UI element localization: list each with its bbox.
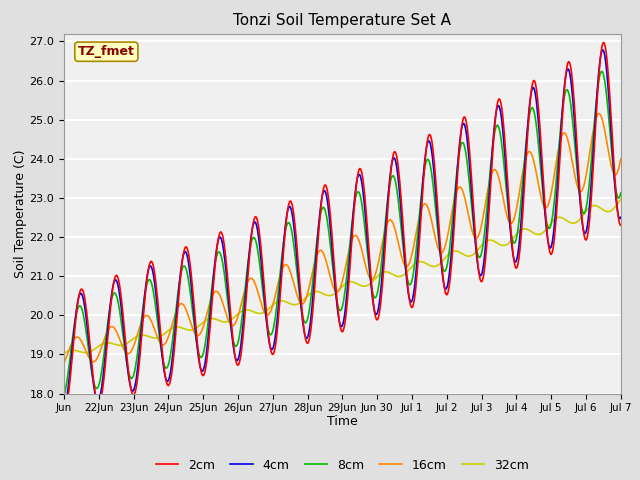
16cm (182, 308, 190, 313)
Y-axis label: Soil Temperature (C): Soil Temperature (C) (13, 149, 27, 278)
32cm (182, 327, 190, 333)
8cm (136, 329, 144, 335)
32cm (69, 348, 77, 353)
8cm (182, 267, 190, 273)
8cm (617, 190, 625, 196)
2cm (600, 40, 607, 46)
16cm (513, 203, 521, 208)
16cm (69, 338, 77, 344)
8cm (60, 392, 68, 398)
4cm (60, 406, 68, 411)
8cm (598, 69, 606, 74)
Line: 16cm: 16cm (64, 114, 621, 363)
Line: 2cm: 2cm (64, 43, 621, 413)
Text: TZ_fmet: TZ_fmet (78, 45, 135, 58)
8cm (460, 143, 468, 148)
2cm (617, 222, 625, 228)
16cm (595, 111, 603, 117)
8cm (530, 108, 538, 113)
32cm (617, 196, 625, 202)
4cm (599, 47, 607, 53)
32cm (530, 230, 538, 236)
32cm (60, 350, 68, 356)
Title: Tonzi Soil Temperature Set A: Tonzi Soil Temperature Set A (234, 13, 451, 28)
16cm (60, 360, 68, 366)
2cm (182, 244, 190, 250)
16cm (530, 158, 538, 164)
2cm (460, 114, 468, 120)
Line: 32cm: 32cm (64, 199, 621, 353)
4cm (460, 121, 468, 127)
2cm (136, 351, 144, 357)
2cm (530, 78, 538, 84)
16cm (617, 156, 625, 162)
8cm (513, 232, 521, 238)
4cm (513, 255, 521, 261)
Line: 8cm: 8cm (64, 72, 621, 395)
32cm (513, 230, 521, 236)
4cm (69, 341, 77, 347)
2cm (69, 349, 77, 355)
Legend: 2cm, 4cm, 8cm, 16cm, 32cm: 2cm, 4cm, 8cm, 16cm, 32cm (150, 454, 534, 477)
16cm (460, 193, 468, 199)
32cm (136, 332, 144, 338)
4cm (136, 341, 144, 347)
2cm (513, 264, 521, 270)
Line: 4cm: 4cm (64, 50, 621, 408)
4cm (617, 215, 625, 220)
X-axis label: Time: Time (327, 415, 358, 428)
4cm (530, 85, 538, 91)
8cm (69, 334, 77, 340)
32cm (460, 252, 468, 258)
4cm (182, 251, 190, 256)
2cm (60, 410, 68, 416)
16cm (136, 323, 144, 329)
